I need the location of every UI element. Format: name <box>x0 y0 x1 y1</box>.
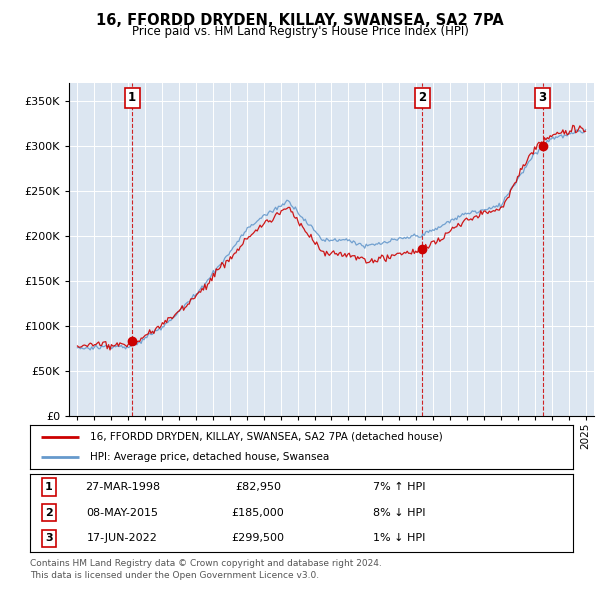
Text: 27-MAR-1998: 27-MAR-1998 <box>85 482 160 492</box>
Text: 16, FFORDD DRYDEN, KILLAY, SWANSEA, SA2 7PA (detached house): 16, FFORDD DRYDEN, KILLAY, SWANSEA, SA2 … <box>90 432 442 442</box>
Text: £299,500: £299,500 <box>232 533 284 543</box>
Text: 8% ↓ HPI: 8% ↓ HPI <box>373 508 425 517</box>
Text: This data is licensed under the Open Government Licence v3.0.: This data is licensed under the Open Gov… <box>30 571 319 579</box>
Text: Price paid vs. HM Land Registry's House Price Index (HPI): Price paid vs. HM Land Registry's House … <box>131 25 469 38</box>
Text: 08-MAY-2015: 08-MAY-2015 <box>86 508 158 517</box>
Text: 16, FFORDD DRYDEN, KILLAY, SWANSEA, SA2 7PA: 16, FFORDD DRYDEN, KILLAY, SWANSEA, SA2 … <box>96 13 504 28</box>
Text: 7% ↑ HPI: 7% ↑ HPI <box>373 482 425 492</box>
Text: 2: 2 <box>45 508 53 517</box>
Text: 1: 1 <box>128 91 136 104</box>
Text: HPI: Average price, detached house, Swansea: HPI: Average price, detached house, Swan… <box>90 452 329 462</box>
Text: 3: 3 <box>45 533 53 543</box>
Text: 1% ↓ HPI: 1% ↓ HPI <box>373 533 425 543</box>
Text: 2: 2 <box>418 91 426 104</box>
Text: 3: 3 <box>538 91 547 104</box>
Text: 17-JUN-2022: 17-JUN-2022 <box>87 533 158 543</box>
Text: £82,950: £82,950 <box>235 482 281 492</box>
Text: Contains HM Land Registry data © Crown copyright and database right 2024.: Contains HM Land Registry data © Crown c… <box>30 559 382 568</box>
Text: £185,000: £185,000 <box>232 508 284 517</box>
Text: 1: 1 <box>45 482 53 492</box>
